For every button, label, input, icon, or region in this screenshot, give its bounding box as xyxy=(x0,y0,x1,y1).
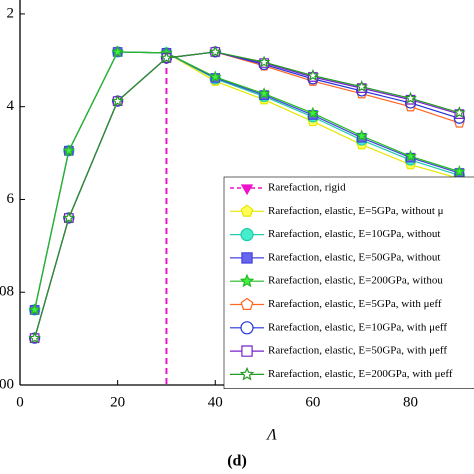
legend-label: Rarefaction, elastic, E=50GPa, with μeff xyxy=(268,345,447,357)
point-marker xyxy=(28,331,41,344)
legend-box xyxy=(223,176,474,389)
point-marker xyxy=(160,51,173,64)
y-tick-label: 4 xyxy=(7,98,15,114)
point-marker xyxy=(306,69,320,81)
point-marker xyxy=(111,94,124,107)
point-marker xyxy=(257,87,271,100)
legend-label: Rarefaction, rigid xyxy=(268,182,346,194)
legend-marker xyxy=(239,366,255,381)
point-marker xyxy=(257,55,271,68)
legend-marker xyxy=(240,321,254,335)
legend-label: Rarefaction, elastic, E=5GPa, without μ xyxy=(268,205,444,217)
point-marker xyxy=(209,45,222,58)
y-tick-label: 08 xyxy=(0,284,14,300)
y-tick-label: 00 xyxy=(0,376,14,392)
legend-label: Rarefaction, elastic, E=200GPa, with μef… xyxy=(268,368,453,380)
legend-label: Rarefaction, elastic, E=200GPa, withou xyxy=(268,275,443,287)
point-marker xyxy=(355,80,368,93)
point-marker xyxy=(28,303,41,316)
caption: (d) xyxy=(227,453,247,470)
x-axis-label: Λ xyxy=(265,427,277,444)
point-marker xyxy=(453,165,466,177)
legend-marker xyxy=(241,252,253,264)
point-marker xyxy=(355,129,368,142)
x-tick-label: 60 xyxy=(305,394,320,410)
point-marker xyxy=(62,144,76,157)
series-line xyxy=(34,51,460,310)
legend-label: Rarefaction, elastic, E=10GPa, with μeff xyxy=(268,321,447,333)
y-tick-label: 6 xyxy=(7,191,15,207)
legend-label: Rarefaction, elastic, E=5GPa, with μeff xyxy=(268,298,442,310)
point-marker xyxy=(209,70,222,83)
legend-marker xyxy=(240,228,254,242)
legend-marker xyxy=(240,184,254,196)
point-marker xyxy=(404,149,417,162)
legend-label: Rarefaction, elastic, E=10GPa, without xyxy=(268,228,440,240)
point-marker xyxy=(62,211,76,224)
point-marker xyxy=(306,106,320,119)
y-tick-label: 2 xyxy=(7,5,15,21)
point-marker xyxy=(453,106,466,119)
legend-marker xyxy=(239,273,255,288)
x-tick-label: 80 xyxy=(403,394,418,410)
legend-marker xyxy=(240,204,254,217)
legend-label: Rarefaction, elastic, E=50GPa, without xyxy=(268,251,440,263)
legend-marker xyxy=(241,345,253,357)
legend-marker xyxy=(240,297,254,310)
x-tick-label: 40 xyxy=(208,394,223,410)
point-marker xyxy=(404,91,417,104)
series-line xyxy=(34,51,460,339)
x-tick-label: 0 xyxy=(16,394,24,410)
point-marker xyxy=(111,45,124,58)
x-tick-label: 20 xyxy=(110,394,125,410)
